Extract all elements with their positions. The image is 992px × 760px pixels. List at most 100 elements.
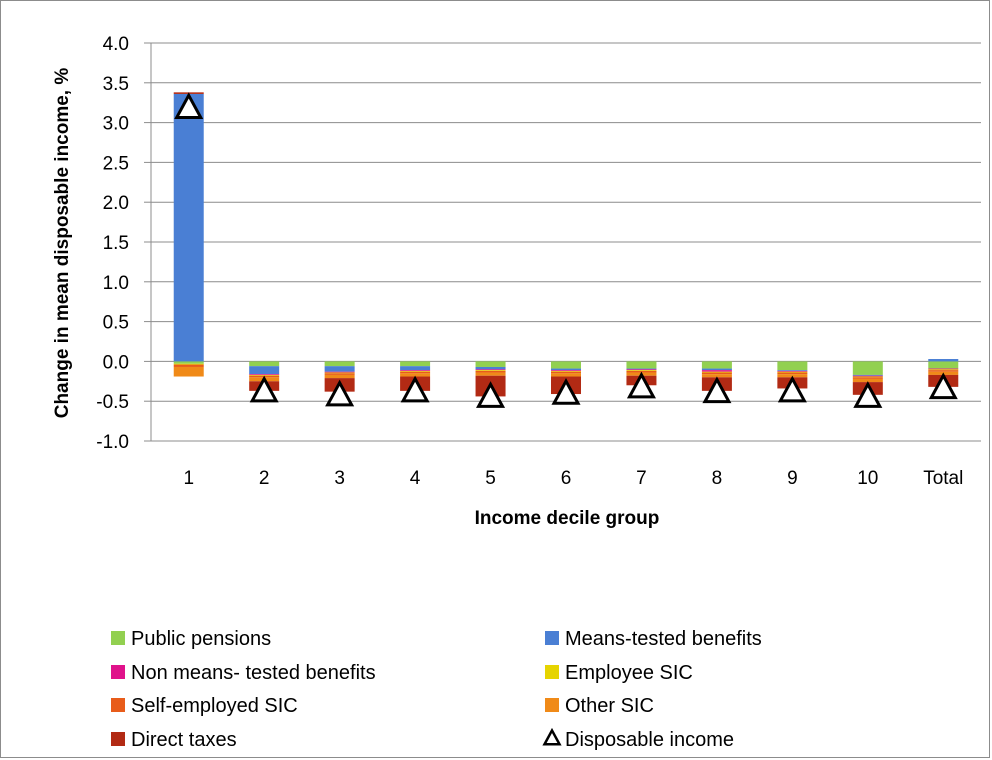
bar-segment-means-tested-benefits — [852, 374, 883, 376]
bar-segment-employee-sic — [173, 363, 204, 365]
bar-segment-employee-sic — [777, 371, 808, 373]
disposable-income-marker — [476, 381, 506, 408]
bar-segment-other-sic — [324, 374, 355, 379]
legend-swatch-other-sic — [545, 698, 559, 712]
disposable-income-marker — [853, 381, 883, 408]
disposable-income-marker — [626, 371, 656, 399]
y-tick-label: 3.5 — [103, 74, 129, 95]
bar-segment-public-pensions — [249, 361, 280, 367]
bar-segment-employee-sic — [324, 372, 355, 374]
bar-segment-non-means-tested-benefits — [249, 374, 280, 375]
x-tick-label: 5 — [485, 468, 496, 489]
bar-segment-means-tested-benefits — [173, 93, 204, 362]
legend-swatch-non-means-tested-benefits — [111, 665, 125, 679]
bar-segment-means-tested-benefits — [475, 366, 506, 370]
y-tick-label: 2.5 — [103, 153, 129, 174]
bar-segment-self-employed-sic — [400, 371, 431, 374]
bar-segment-non-means-tested-benefits — [777, 370, 808, 372]
bar-segment-self-employed-sic — [475, 370, 506, 373]
bar-segment-public-pensions — [400, 361, 431, 367]
bar-segment-self-employed-sic — [852, 377, 883, 379]
bar-segment-self-employed-sic — [701, 372, 732, 375]
x-tick-label: 7 — [636, 468, 647, 489]
bar-segment-means-tested-benefits — [701, 368, 732, 371]
bars — [173, 92, 959, 397]
legend-label-non-means-tested-benefits: Non means- tested benefits — [131, 662, 376, 684]
legend-label-other-sic: Other SIC — [565, 695, 654, 717]
y-tick-label: 3.0 — [103, 114, 129, 135]
legend-swatch-employee-sic — [545, 665, 559, 679]
legend-swatch-public-pensions — [111, 631, 125, 645]
legend-label-means-tested-benefits: Means-tested benefits — [565, 628, 762, 650]
bar-segment-other-sic — [701, 374, 732, 378]
bar-segment-non-means-tested-benefits — [551, 370, 581, 371]
bar-segment-non-means-tested-benefits — [928, 368, 959, 370]
y-tick-label: 1.5 — [103, 233, 129, 254]
bar-segment-means-tested-benefits — [400, 366, 431, 371]
bar-segment-employee-sic — [551, 370, 581, 372]
legend-label-disposable-income: Disposable income — [565, 729, 734, 751]
y-tick-label: 1.0 — [103, 273, 129, 294]
bar-segment-public-pensions — [324, 361, 355, 367]
bar-segment-non-means-tested-benefits — [400, 370, 431, 371]
y-tick-label: 0.5 — [103, 313, 129, 334]
disposable-income-markers — [174, 92, 958, 408]
disposable-income-marker — [928, 372, 958, 400]
y-tick-label: 4.0 — [103, 34, 129, 55]
bar-segment-employee-sic — [852, 376, 883, 378]
bar-segment-public-pensions — [701, 361, 732, 369]
x-tick-label: 1 — [183, 468, 194, 489]
bar-segment-self-employed-sic — [777, 372, 808, 375]
legend: Public pensions Means-tested benefits Non … — [111, 628, 762, 751]
bar-segment-non-means-tested-benefits — [475, 369, 506, 371]
disposable-income-marker — [702, 376, 732, 404]
y-axis-title: Change in mean disposable income, % — [52, 68, 73, 419]
y-tick-label: 2.0 — [103, 193, 129, 214]
bar-segment-means-tested-benefits — [777, 370, 808, 371]
bar-segment-means-tested-benefits — [626, 368, 657, 370]
legend-label-self-employed-sic: Self-employed SIC — [131, 695, 298, 717]
bar-segment-public-pensions — [173, 361, 204, 364]
bar-segment-public-pensions — [475, 361, 506, 367]
bar-segment-means-tested-benefits — [928, 359, 959, 362]
disposable-income-marker — [325, 379, 355, 407]
disposable-income-marker — [777, 375, 807, 403]
bar-segment-other-sic — [400, 373, 431, 377]
axes: 4.0 3.5 3.0 2.5 2.0 1.5 1.0 0.5 0.0 -0.5 -1.0 1 2 3 4 5… — [96, 34, 963, 489]
legend-swatch-direct-taxes — [111, 732, 125, 746]
bar-segment-other-sic — [173, 366, 204, 377]
x-tick-label: 6 — [561, 468, 572, 489]
x-tick-label: Total — [923, 468, 963, 489]
bar-segment-public-pensions — [852, 361, 883, 375]
x-tick-label: 2 — [259, 468, 270, 489]
bar-segment-employee-sic — [626, 370, 657, 371]
disposable-income-marker — [174, 92, 204, 119]
bar-segment-public-pensions — [551, 361, 581, 369]
legend-label-direct-taxes: Direct taxes — [131, 729, 237, 751]
bar-segment-self-employed-sic — [928, 370, 959, 372]
x-tick-label: 10 — [857, 468, 878, 489]
x-tick-label: 4 — [410, 468, 421, 489]
bar-segment-public-pensions — [626, 361, 657, 369]
bar-segment-employee-sic — [928, 369, 959, 371]
bar-segment-employee-sic — [701, 371, 732, 373]
disposable-income-marker — [551, 378, 581, 405]
bar-segment-other-sic — [475, 372, 506, 376]
legend-label-public-pensions: Public pensions — [131, 628, 271, 650]
bar-segment-other-sic — [551, 373, 581, 377]
bar-segment-non-means-tested-benefits — [324, 371, 355, 373]
y-tick-label: 0.0 — [103, 352, 129, 373]
bar-segment-non-means-tested-benefits — [852, 375, 883, 377]
bar-segment-public-pensions — [928, 361, 959, 369]
bar-segment-employee-sic — [400, 370, 431, 372]
bar-segment-means-tested-benefits — [249, 366, 280, 375]
bar-segment-employee-sic — [475, 370, 506, 371]
legend-swatch-means-tested-benefits — [545, 631, 559, 645]
bar-segment-means-tested-benefits — [551, 368, 581, 371]
x-tick-label: 9 — [787, 468, 798, 489]
disposable-income-marker — [400, 375, 430, 403]
x-tick-label: 3 — [334, 468, 345, 489]
legend-swatch-self-employed-sic — [111, 698, 125, 712]
